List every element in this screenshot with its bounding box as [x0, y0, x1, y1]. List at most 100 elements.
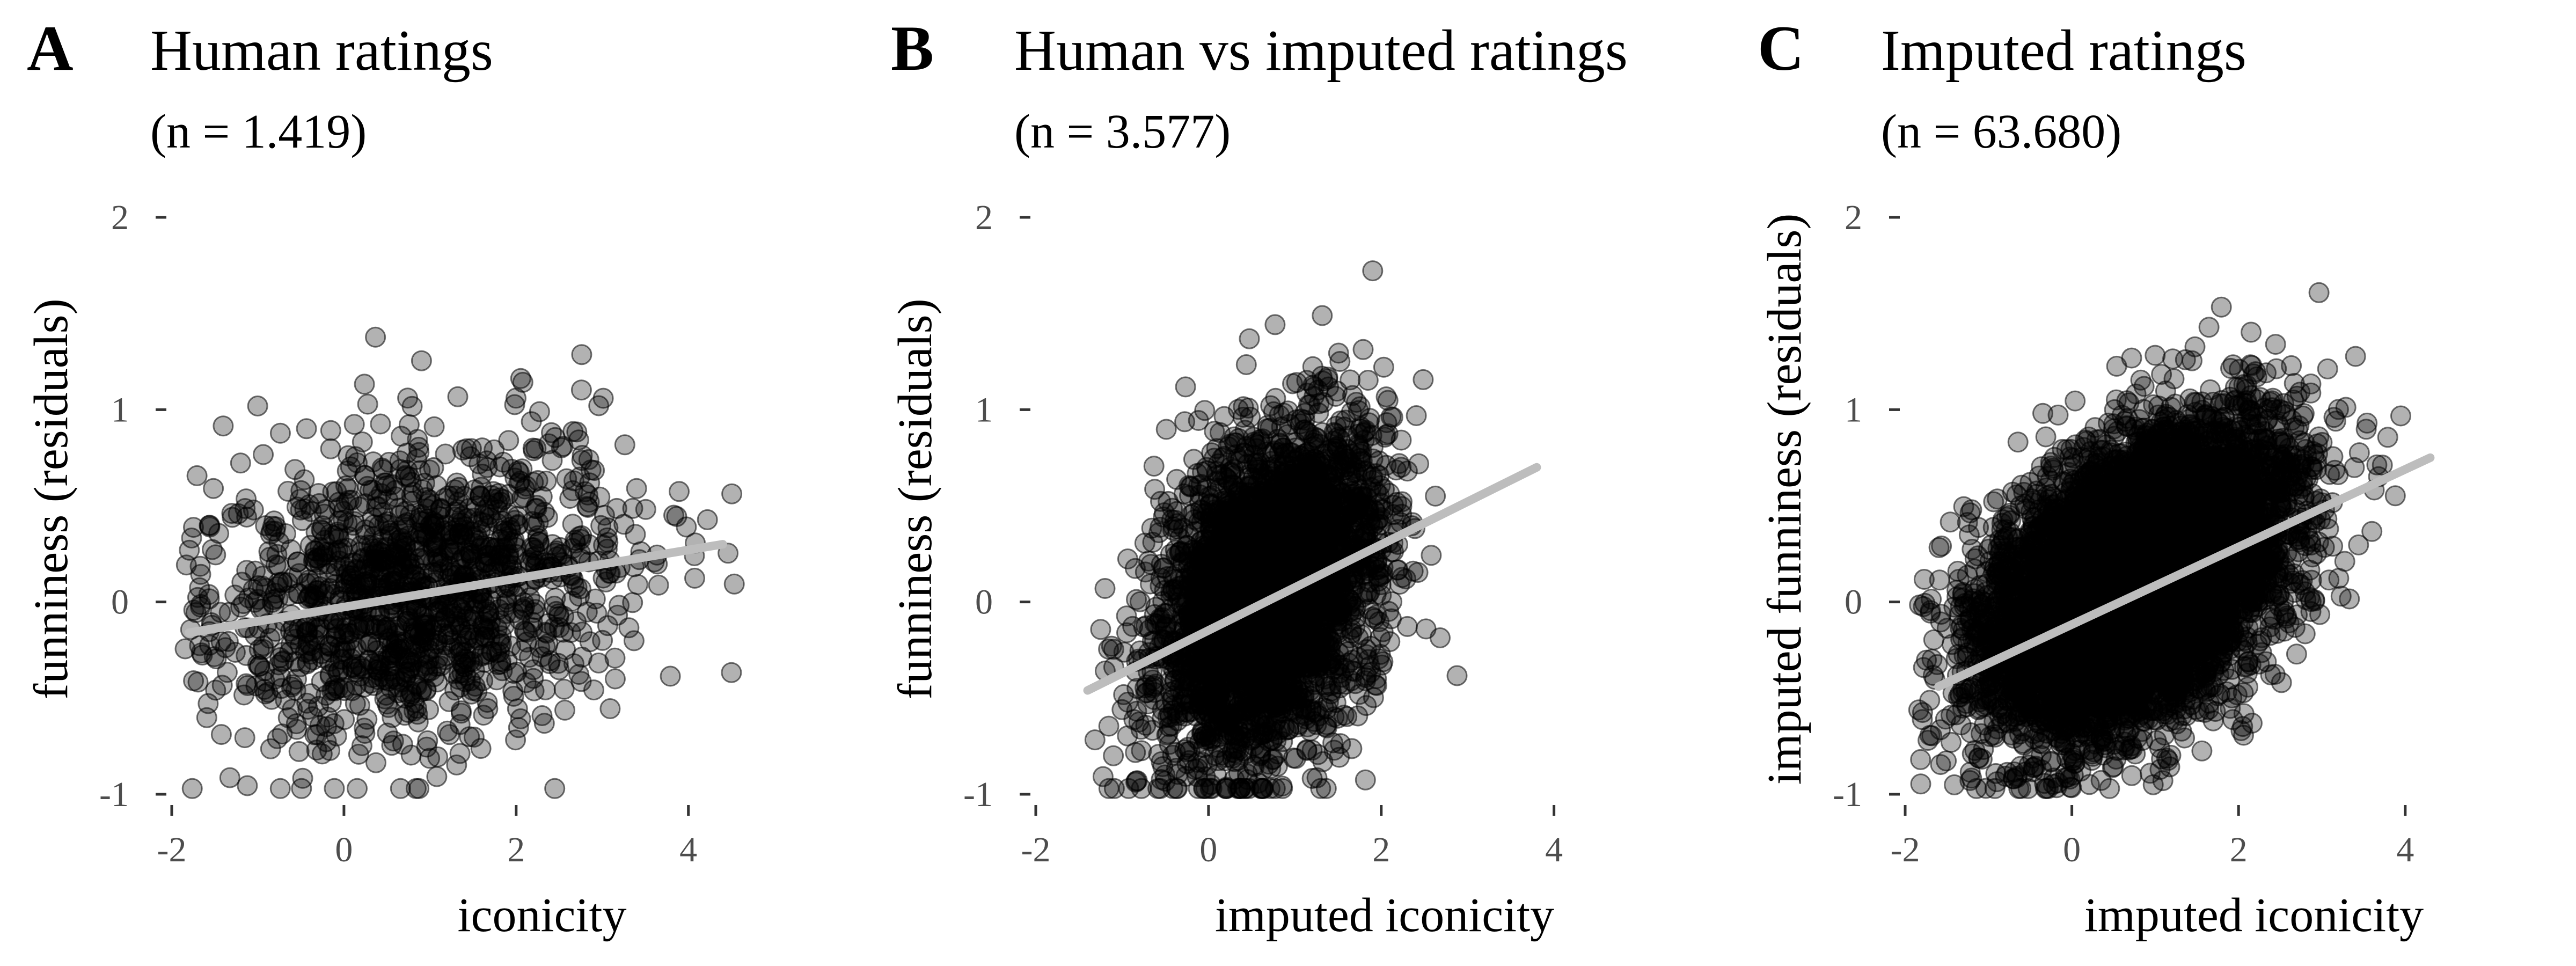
data-point — [1125, 772, 1146, 793]
data-point — [360, 672, 381, 694]
data-point — [324, 778, 345, 799]
data-point — [440, 525, 461, 546]
data-point — [210, 724, 232, 745]
data-point — [1278, 517, 1300, 539]
data-point — [401, 396, 423, 417]
data-point — [349, 694, 370, 716]
data-point — [202, 539, 223, 560]
data-point — [1296, 708, 1317, 730]
data-point — [234, 727, 255, 749]
data-point — [590, 515, 612, 536]
panel-a-title: Human ratings — [150, 19, 493, 83]
x-tick-label: 4 — [679, 830, 697, 869]
y-tick-label: 0 — [111, 583, 129, 622]
data-point — [500, 519, 522, 541]
data-point — [1371, 584, 1392, 606]
data-point — [319, 562, 340, 584]
data-point — [287, 551, 308, 573]
data-point — [370, 413, 391, 435]
data-point — [219, 767, 240, 788]
data-point — [1366, 668, 1387, 689]
data-point — [446, 754, 467, 775]
data-point — [255, 683, 276, 705]
data-point — [1154, 764, 1176, 786]
panel-a-ylabel: funniness (residuals) — [25, 298, 78, 699]
data-point — [1209, 478, 1231, 500]
data-point — [1233, 396, 1254, 418]
data-point — [1188, 410, 1209, 431]
x-tick-label: -2 — [1021, 830, 1051, 869]
x-tick-label: -2 — [157, 830, 187, 869]
data-point — [660, 665, 681, 687]
data-point — [626, 478, 647, 499]
data-point — [186, 465, 208, 486]
data-point — [1373, 356, 1394, 378]
x-tick-label: 2 — [1372, 830, 1390, 869]
data-point — [1149, 610, 1170, 631]
data-point — [325, 627, 347, 648]
data-point — [487, 492, 508, 514]
data-point — [1302, 484, 1323, 506]
data-point — [1425, 485, 1446, 507]
data-point — [496, 591, 518, 613]
data-point — [490, 610, 511, 632]
data-point — [367, 634, 389, 655]
data-point — [447, 386, 469, 407]
y-tick-label: -1 — [99, 775, 129, 814]
data-point — [723, 573, 745, 595]
data-point — [1347, 705, 1368, 727]
data-point — [365, 326, 386, 348]
data-point — [272, 571, 293, 592]
data-point — [1143, 456, 1165, 477]
data-point — [505, 729, 526, 751]
data-point — [553, 678, 575, 700]
data-point — [352, 431, 373, 452]
data-point — [413, 626, 434, 648]
panel-b-xlabel: imputed iconicity — [1215, 889, 1554, 942]
data-point — [366, 496, 387, 517]
panel-b-letter: B — [891, 12, 934, 84]
data-point — [1329, 351, 1351, 372]
data-point — [529, 401, 550, 422]
data-point — [1263, 401, 1284, 422]
data-point — [439, 724, 460, 745]
data-point — [243, 499, 264, 521]
data-point — [560, 622, 581, 643]
data-point — [245, 560, 266, 582]
data-point — [354, 718, 375, 739]
data-point — [1289, 652, 1310, 674]
data-point — [411, 679, 433, 700]
panel-a: A Human ratings (n = 1.419) iconicity fu… — [25, 12, 745, 942]
data-point — [1341, 619, 1362, 640]
data-point — [249, 655, 270, 677]
data-point — [1213, 445, 1235, 467]
data-point — [213, 415, 234, 437]
data-point — [230, 452, 251, 474]
panel-a-subtitle: (n = 1.419) — [150, 105, 367, 158]
panel-b-subtitle: (n = 3.577) — [1014, 105, 1231, 158]
data-point — [570, 379, 592, 401]
x-tick-label: 2 — [507, 830, 525, 869]
data-point — [1126, 589, 1147, 610]
data-point — [1183, 449, 1204, 470]
data-point — [389, 646, 410, 667]
data-point — [1328, 572, 1349, 593]
data-point — [604, 647, 626, 669]
data-point — [343, 414, 365, 435]
data-point — [1315, 778, 1337, 799]
data-point — [501, 458, 522, 480]
data-point — [370, 560, 392, 581]
data-point — [541, 450, 563, 471]
x-tick-label: 0 — [1199, 830, 1217, 869]
data-point — [316, 731, 337, 752]
data-point — [363, 514, 385, 536]
data-point — [1252, 724, 1274, 745]
data-point — [566, 576, 588, 598]
data-point — [272, 723, 293, 745]
data-point — [623, 630, 645, 652]
data-point — [1264, 314, 1286, 335]
data-point — [401, 485, 422, 506]
data-point — [562, 421, 584, 442]
data-point — [347, 778, 368, 799]
